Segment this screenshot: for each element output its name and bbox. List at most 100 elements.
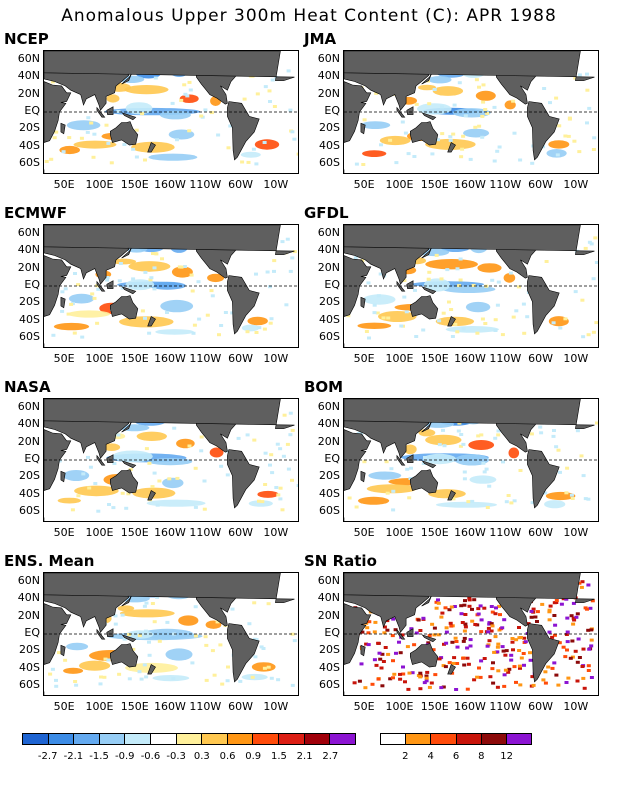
lon-tick-label: 160W <box>154 526 186 539</box>
colorbar-swatch <box>456 734 482 744</box>
colorbar-swatch <box>381 734 407 744</box>
lon-tick-label: 150E <box>120 352 149 365</box>
lat-tick-label: 60S <box>319 678 340 692</box>
panel-title: NCEP <box>4 30 49 48</box>
lat-tick-label: 20S <box>319 469 340 483</box>
lat-tick-label: 40S <box>319 486 340 500</box>
colorbar-swatch <box>431 734 457 744</box>
lat-tick-label: 20N <box>17 260 40 274</box>
map-canvas <box>344 399 598 521</box>
map-canvas <box>344 573 598 695</box>
lat-tick-label: EQ <box>24 452 40 465</box>
panel-title: JMA <box>304 30 337 48</box>
lat-tick-label: 40S <box>319 660 340 674</box>
lat-tick-label: 20N <box>317 86 340 100</box>
colorbar-swatch <box>125 734 152 744</box>
colorbar-swatch <box>406 734 432 744</box>
lon-tick-label: 10W <box>563 178 589 191</box>
lon-tick-label: 150E <box>120 700 149 713</box>
lon-tick-label: 100E <box>385 178 414 191</box>
lon-tick-label: 60W <box>228 700 253 713</box>
lat-tick-label: EQ <box>324 104 340 117</box>
lon-tick-label: 50E <box>353 352 375 365</box>
lon-tick-label: 150E <box>420 700 449 713</box>
lat-tick-label: 40S <box>319 312 340 326</box>
lon-tick-label: 100E <box>85 178 114 191</box>
lon-tick-label: 60W <box>528 178 553 191</box>
panel-title: GFDL <box>304 204 349 222</box>
map-panel-ens-mean: ENS. Mean 60N 40N 20N EQ 20S 40S 60S 50E 100E 150E… <box>0 552 300 728</box>
sn-ratio-colorbar <box>380 733 532 745</box>
lon-tick-label: 50E <box>53 526 75 539</box>
map-panel-gfdl: GFDL 60N 40N 20N EQ 20S 40S 60S 50E 100E 150E 160W 1… <box>300 204 600 380</box>
lat-tick-label: 60S <box>19 678 40 692</box>
colorbar-swatch <box>330 734 355 744</box>
lat-tick-label: 60N <box>17 399 40 413</box>
lat-tick-label: 60N <box>17 225 40 239</box>
figure-title: Anomalous Upper 300m Heat Content (C): A… <box>61 6 557 26</box>
colorbar-swatch <box>151 734 177 744</box>
colorbar-label: -1.5 <box>89 751 109 762</box>
lat-tick-label: 60S <box>19 330 40 344</box>
colorbar-swatch <box>74 734 100 744</box>
colorbar-swatch <box>227 734 254 744</box>
colorbar-swatch <box>253 734 280 744</box>
lon-tick-label: 160W <box>454 178 486 191</box>
map-area <box>343 224 599 348</box>
map-panel-bom: BOM 60N 40N 20N EQ 20S 40S 60S 50E 100E 150E 160W 11… <box>300 378 600 554</box>
colorbar-label: 0.9 <box>245 751 262 762</box>
lon-tick-label: 150E <box>420 178 449 191</box>
lon-tick-label: 160W <box>454 352 486 365</box>
lon-tick-label: 60W <box>528 526 553 539</box>
lat-tick-label: 20S <box>19 295 40 309</box>
colorbar-label: 2.7 <box>322 751 339 762</box>
lon-tick-label: 110W <box>489 526 522 539</box>
lon-tick-label: 10W <box>263 178 289 191</box>
map-area <box>343 398 599 522</box>
map-area <box>343 50 599 174</box>
lon-tick-label: 110W <box>189 178 222 191</box>
lat-tick-label: 40N <box>317 591 340 605</box>
lat-tick-label: EQ <box>24 278 40 291</box>
colorbar-label: 6 <box>452 751 460 762</box>
lat-tick-label: 40S <box>19 660 40 674</box>
lon-tick-label: 110W <box>189 526 222 539</box>
lat-tick-label: EQ <box>324 626 340 639</box>
lon-tick-label: 10W <box>563 700 589 713</box>
colorbar-label: 0.3 <box>193 751 210 762</box>
map-area <box>343 572 599 696</box>
panel-title: ENS. Mean <box>4 552 95 570</box>
lat-tick-label: 60S <box>319 330 340 344</box>
map-area <box>43 572 299 696</box>
lat-tick-label: EQ <box>24 626 40 639</box>
lon-tick-label: 160W <box>454 526 486 539</box>
map-panel-ncep: NCEP 60N 40N 20N EQ 20S 40S 60S 50E 100E 150E 160W 1… <box>0 30 300 206</box>
lat-tick-label: 60N <box>317 573 340 587</box>
lat-tick-label: 60N <box>317 51 340 65</box>
lat-tick-label: 40N <box>317 69 340 83</box>
map-canvas <box>44 225 298 347</box>
lon-tick-label: 60W <box>528 700 553 713</box>
lon-tick-label: 10W <box>563 352 589 365</box>
lat-tick-label: 40S <box>19 138 40 152</box>
map-canvas <box>44 51 298 173</box>
colorbar-swatch <box>99 734 126 744</box>
panel-title: BOM <box>304 378 344 396</box>
lon-tick-label: 100E <box>385 352 414 365</box>
lon-tick-label: 110W <box>189 352 222 365</box>
lat-tick-label: 20S <box>319 295 340 309</box>
lat-tick-label: EQ <box>24 104 40 117</box>
colorbar-label: -2.1 <box>63 751 84 762</box>
lon-tick-label: 110W <box>189 700 222 713</box>
lat-tick-label: 40N <box>17 417 40 431</box>
lon-tick-label: 50E <box>353 178 375 191</box>
lon-tick-label: 160W <box>154 700 186 713</box>
map-panel-ecmwf: ECMWF 60N 40N 20N EQ 20S 40S 60S 50E 100E 150E 160W… <box>0 204 300 380</box>
lon-tick-label: 150E <box>420 526 449 539</box>
lat-tick-label: 40N <box>17 243 40 257</box>
map-area <box>43 398 299 522</box>
map-area <box>43 224 299 348</box>
lon-tick-label: 60W <box>228 526 253 539</box>
lon-tick-label: 60W <box>228 178 253 191</box>
colorbar-label: -0.6 <box>140 751 161 762</box>
